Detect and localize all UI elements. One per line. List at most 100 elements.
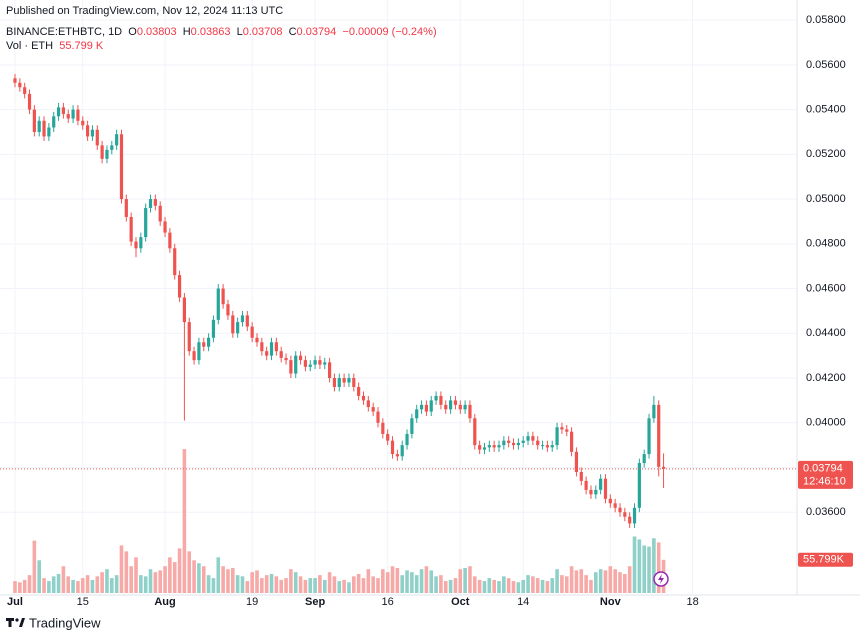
volume-bar xyxy=(105,569,109,593)
published-line: Published on TradingView.com, Nov 12, 20… xyxy=(6,5,284,17)
candle-body xyxy=(240,315,245,323)
candle-body xyxy=(18,82,22,88)
candle-body xyxy=(187,322,191,352)
volume-bar xyxy=(168,557,172,593)
volume-bar xyxy=(250,572,254,593)
candle-body xyxy=(458,404,462,410)
volume-bar xyxy=(322,579,327,593)
c-value: 0.03794 xyxy=(296,26,337,38)
x-tick-label: Sep xyxy=(305,596,325,608)
brand-name: TradingView xyxy=(29,615,101,630)
x-tick-label: 18 xyxy=(686,596,698,608)
candle-body xyxy=(632,507,637,524)
candle-body xyxy=(584,480,588,490)
volume-bar xyxy=(177,548,182,593)
candle-body xyxy=(318,360,322,365)
volume-bar xyxy=(637,539,642,593)
volume-bar xyxy=(381,569,385,593)
volume-bar xyxy=(110,578,114,593)
y-tick-label: 0.04800 xyxy=(806,238,846,250)
candle-body xyxy=(303,360,307,367)
candle-body xyxy=(424,404,428,412)
volume-bar xyxy=(400,575,404,593)
volume-bar xyxy=(589,579,593,593)
volume-bar xyxy=(584,575,588,593)
volume-bar xyxy=(303,579,308,593)
candle-body xyxy=(207,337,211,347)
volume-bar xyxy=(550,578,555,593)
candle-body xyxy=(95,129,99,146)
volume-bar xyxy=(226,569,230,593)
candle-body xyxy=(637,463,641,508)
volume-bar xyxy=(332,576,337,593)
volume-bar xyxy=(473,576,477,593)
candle-body xyxy=(613,503,617,508)
candle-body xyxy=(405,433,409,446)
volume-bar xyxy=(71,579,75,593)
candle-body xyxy=(260,342,264,352)
candle-body xyxy=(289,360,293,374)
volume-bar xyxy=(424,566,429,593)
volume-bar xyxy=(313,578,317,593)
candle-body xyxy=(245,315,249,327)
volume-bar xyxy=(642,545,646,593)
candle-body xyxy=(153,199,157,206)
last-price-label: 0.03794 xyxy=(803,463,843,475)
candle-body xyxy=(381,422,385,434)
lightning-icon xyxy=(658,574,664,584)
volume-bar xyxy=(647,546,651,593)
candle-body xyxy=(52,116,56,128)
volume-bar xyxy=(414,575,419,593)
volume-bar xyxy=(545,581,550,593)
volume-bar xyxy=(182,449,187,593)
last-price-box xyxy=(798,460,853,489)
l-value: 0.03708 xyxy=(242,26,283,38)
x-tick-label: Aug xyxy=(154,596,175,608)
candle-body xyxy=(182,297,186,323)
brand-logo xyxy=(6,618,25,627)
candle-body xyxy=(628,516,632,524)
volume-bar xyxy=(308,578,313,593)
candle-body xyxy=(61,107,65,115)
candle-body xyxy=(594,489,598,495)
volume-bar xyxy=(274,576,279,593)
candle-body xyxy=(550,445,554,448)
volume-bar xyxy=(327,572,332,593)
candle-body xyxy=(419,404,424,410)
volume-bar xyxy=(235,575,240,593)
candle-body xyxy=(449,400,453,410)
candle-body xyxy=(516,442,520,446)
volume-bar xyxy=(289,569,293,593)
volume-bar xyxy=(502,576,506,593)
volume-bar xyxy=(463,568,467,593)
volume-bar xyxy=(385,572,390,593)
volume-bar xyxy=(158,570,162,593)
volume-bar xyxy=(37,560,41,593)
candle-body xyxy=(366,400,370,408)
volume-bar xyxy=(458,569,463,593)
candle-body xyxy=(536,440,540,446)
candle-body xyxy=(453,400,458,405)
candle-body xyxy=(415,409,419,419)
candle-body xyxy=(265,351,269,356)
volume-bar xyxy=(216,557,221,593)
volume-bar xyxy=(632,536,637,593)
y-tick-label: 0.04400 xyxy=(806,327,846,339)
candle-body xyxy=(342,378,346,383)
y-tick-label: 0.05600 xyxy=(806,59,846,71)
volume-bar xyxy=(652,538,656,593)
x-tick-label: Oct xyxy=(451,596,470,608)
candle-body xyxy=(608,498,612,504)
candle-body xyxy=(323,362,327,365)
volume-bar xyxy=(531,576,535,593)
volume-bar xyxy=(618,572,622,593)
volume-bar xyxy=(342,579,346,593)
candle-body xyxy=(115,134,119,146)
volume-bar xyxy=(153,572,158,593)
candle-body xyxy=(328,362,332,379)
volume-bar xyxy=(434,576,438,593)
volume-bar xyxy=(376,578,380,593)
volume-bar xyxy=(51,576,56,593)
candle-body xyxy=(468,404,472,419)
volume-bar xyxy=(95,576,100,593)
